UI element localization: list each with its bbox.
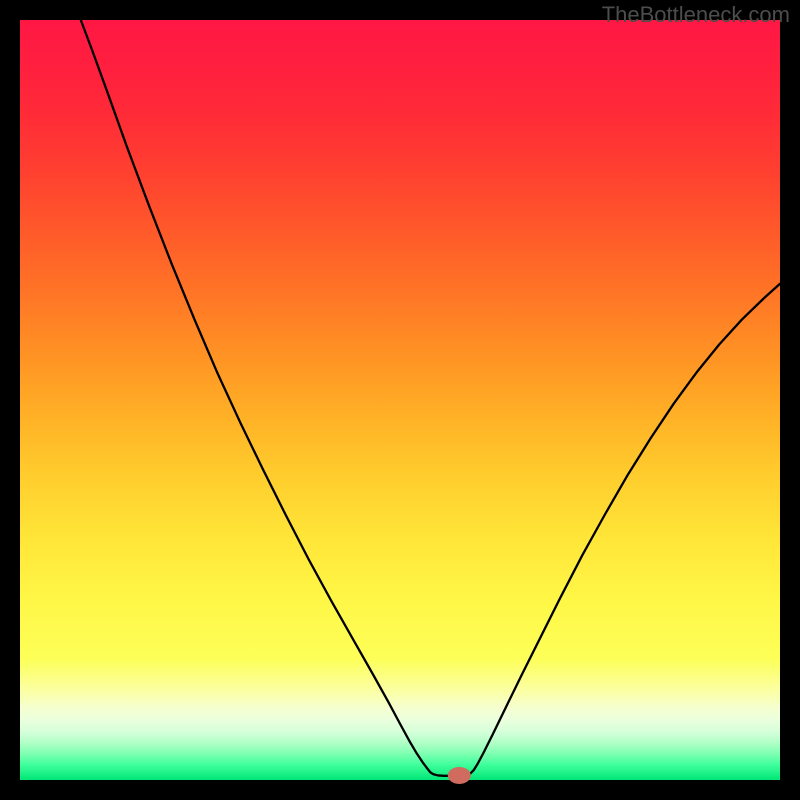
watermark-text: TheBottleneck.com [602, 2, 790, 28]
bottleneck-chart: TheBottleneck.com [0, 0, 800, 800]
plot-area [20, 20, 780, 780]
optimal-point-marker [448, 767, 470, 783]
chart-svg [0, 0, 800, 800]
